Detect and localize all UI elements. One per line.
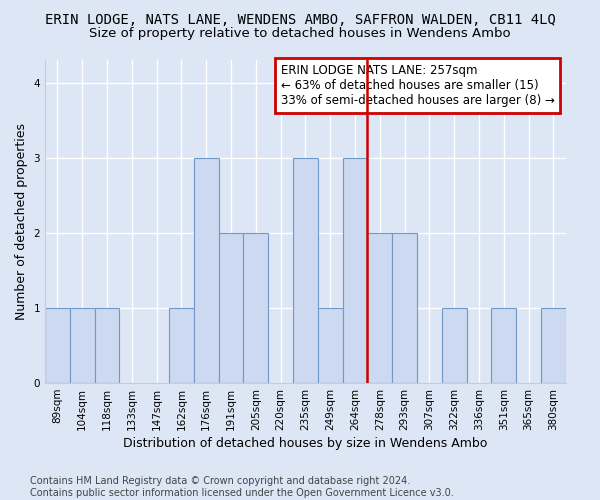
Bar	[318, 308, 343, 383]
Bar	[442, 308, 467, 383]
Text: Contains HM Land Registry data © Crown copyright and database right 2024.
Contai: Contains HM Land Registry data © Crown c…	[30, 476, 454, 498]
Y-axis label: Number of detached properties: Number of detached properties	[15, 123, 28, 320]
Bar	[293, 158, 318, 383]
Bar	[169, 308, 194, 383]
Bar	[343, 158, 367, 383]
Bar	[491, 308, 516, 383]
Bar	[367, 233, 392, 383]
Bar	[541, 308, 566, 383]
Bar	[45, 308, 70, 383]
X-axis label: Distribution of detached houses by size in Wendens Ambo: Distribution of detached houses by size …	[123, 437, 488, 450]
Text: ERIN LODGE NATS LANE: 257sqm
← 63% of detached houses are smaller (15)
33% of se: ERIN LODGE NATS LANE: 257sqm ← 63% of de…	[281, 64, 554, 107]
Bar	[392, 233, 417, 383]
Bar	[194, 158, 218, 383]
Text: ERIN LODGE, NATS LANE, WENDENS AMBO, SAFFRON WALDEN, CB11 4LQ: ERIN LODGE, NATS LANE, WENDENS AMBO, SAF…	[44, 12, 556, 26]
Bar	[95, 308, 119, 383]
Bar	[218, 233, 244, 383]
Bar	[70, 308, 95, 383]
Bar	[244, 233, 268, 383]
Text: Size of property relative to detached houses in Wendens Ambo: Size of property relative to detached ho…	[89, 28, 511, 40]
